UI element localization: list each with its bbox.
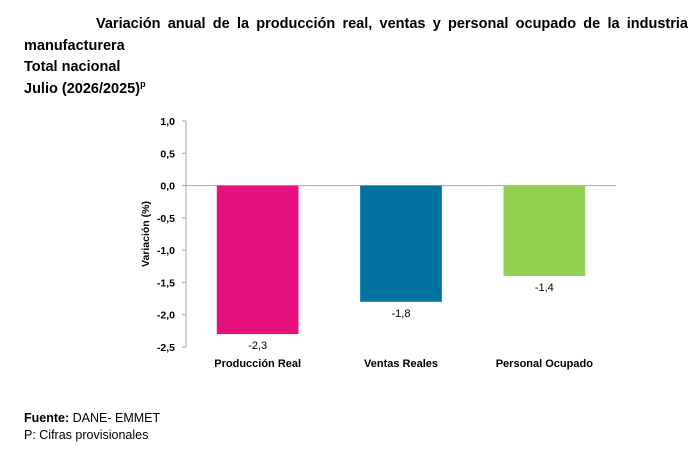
chart-footer: Fuente: DANE- EMMET P: Cifras provisiona…	[24, 410, 160, 444]
title-superscript: p	[140, 78, 146, 89]
x-tick-label: Ventas Reales	[364, 358, 438, 370]
bar	[503, 185, 586, 276]
source-value: DANE- EMMET	[69, 411, 161, 425]
data-label: -2,3	[248, 340, 267, 352]
title-line-2: manufacturera	[24, 37, 125, 54]
y-tick-label: -0,5	[157, 213, 175, 225]
source-label: Fuente:	[24, 411, 70, 425]
x-tick-label: Personal Ocupado	[496, 358, 593, 370]
bar	[216, 185, 299, 335]
title-line-3: Total nacional	[24, 59, 121, 75]
y-tick-label: -2,0	[157, 310, 175, 322]
x-tick-label: Producción Real	[214, 358, 301, 370]
provisional-note: P: Cifras provisionales	[24, 428, 149, 442]
y-tick-label: 1,0	[160, 116, 175, 128]
y-tick-label: 0,5	[160, 148, 175, 160]
title-period: Julio (2026/2025)	[24, 80, 141, 97]
title-line-1: Variación anual de la producción real, v…	[96, 16, 688, 32]
title-line-4: Julio (2026/2025)p	[24, 79, 688, 101]
y-tick-label: -1,5	[157, 277, 175, 289]
data-label: -1,4	[535, 282, 554, 294]
chart-title: Variación anual de la producción real, v…	[24, 14, 688, 100]
y-tick-label: -2,5	[157, 342, 175, 354]
y-tick-label: 0,0	[160, 181, 175, 193]
data-label: -1,8	[392, 308, 411, 320]
y-axis-title: Variación (%)	[140, 201, 152, 267]
bar	[360, 185, 442, 302]
y-tick-label: -1,0	[157, 245, 175, 257]
source-line: Fuente: DANE- EMMET	[24, 410, 160, 427]
